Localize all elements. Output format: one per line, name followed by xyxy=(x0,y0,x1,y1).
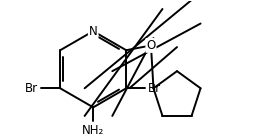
Text: NH₂: NH₂ xyxy=(82,124,104,137)
Text: N: N xyxy=(88,25,97,38)
Text: O: O xyxy=(146,39,155,52)
Text: Br: Br xyxy=(148,82,161,95)
Text: Br: Br xyxy=(25,82,38,95)
